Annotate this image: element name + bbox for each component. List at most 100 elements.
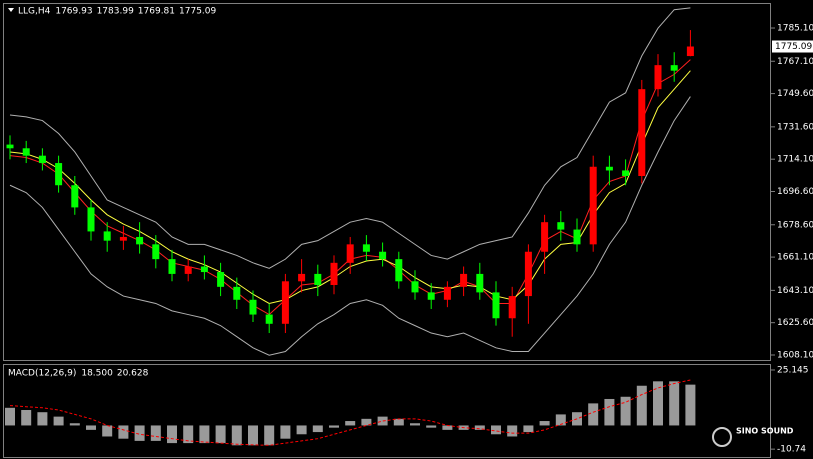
macd-bar (102, 425, 113, 437)
candle-body (87, 207, 95, 232)
macd-bar (53, 416, 64, 426)
y-tick-label: 1608.10 (777, 351, 813, 361)
macd-bar (377, 416, 388, 426)
candle-body (654, 65, 662, 90)
candle-body (427, 292, 435, 300)
header: LLG,H4 (18, 7, 51, 17)
symbol: LLG,H4 (18, 7, 51, 17)
candle-body (314, 273, 322, 285)
candle-body (217, 272, 225, 287)
y-tick-label: 1785.10 (777, 24, 813, 34)
macd-bar (491, 425, 501, 435)
candle-body (38, 155, 46, 164)
macd-bar (215, 425, 226, 444)
candle-body (541, 222, 549, 252)
y-tick-label: 1625.60 (777, 318, 813, 328)
macd-value: 18.500 (81, 369, 113, 379)
candle-body (379, 251, 387, 260)
candle-body (605, 166, 613, 171)
candle-body (557, 222, 565, 230)
macd-bar (507, 425, 518, 437)
macd-bar (37, 412, 48, 426)
header-value: 1769.81 (138, 7, 175, 17)
candle-body (55, 163, 63, 186)
candle-body (670, 65, 678, 71)
candle-body (168, 259, 176, 274)
candle-body (249, 299, 257, 315)
logo: SINO SOUND (712, 427, 794, 447)
macd-bar (199, 425, 210, 444)
header-value: 1783.99 (97, 7, 134, 17)
candle-body (119, 236, 127, 241)
macd-bar (296, 425, 307, 435)
y-tick-label: 1643.10 (777, 286, 813, 296)
candle-body (362, 244, 370, 252)
menu-arrow (8, 8, 14, 12)
macd-bar (69, 423, 80, 426)
candle-body (346, 244, 354, 263)
candle-body (152, 244, 160, 260)
candle-body (573, 229, 581, 245)
macd-bar (5, 407, 15, 426)
macd-bar (312, 425, 323, 433)
candle-body (443, 286, 451, 300)
y-tick-label: 1731.60 (777, 122, 813, 132)
macd-bar (264, 425, 275, 446)
candle-body (622, 170, 630, 176)
macd-bar (685, 384, 696, 426)
y-tick-label: 1696.60 (777, 187, 813, 197)
macd-title: MACD(12,26,9) (8, 369, 76, 379)
signal-line (9, 379, 691, 446)
macd-bar (539, 421, 550, 426)
candle-body (460, 273, 468, 287)
logo-icon (712, 427, 732, 447)
candle-body (6, 144, 14, 149)
header-value: 1775.09 (179, 7, 216, 17)
macd-bar (474, 425, 485, 430)
macd-frame (3, 364, 771, 458)
candle-body (281, 281, 289, 324)
candle-body (184, 266, 192, 274)
macd-bar (280, 425, 291, 439)
macd-bar (183, 425, 194, 444)
macd-bar (523, 425, 534, 433)
y-tick-label: 1678.60 (777, 220, 813, 230)
candle-body (524, 251, 532, 297)
candle-body (492, 292, 500, 319)
candle-body (233, 286, 241, 300)
macd-bar (393, 418, 404, 426)
y-tick-label: 1749.60 (777, 89, 813, 99)
candle-body (265, 314, 273, 324)
candle-body (71, 185, 79, 208)
macd-bar (588, 403, 599, 426)
candle-body (22, 148, 30, 156)
macd-bar (636, 385, 647, 426)
indicator-line (9, 96, 691, 356)
candle-body (508, 296, 516, 319)
macd-value: 20.628 (117, 369, 149, 379)
candle-body (589, 166, 597, 245)
candle-body (103, 231, 111, 241)
main-frame (3, 3, 771, 361)
macd-bar (329, 425, 339, 428)
y-tick-label: 1714.10 (777, 155, 813, 165)
macd-bar (426, 425, 437, 428)
macd-bar (604, 398, 615, 426)
macd-bar (134, 425, 145, 441)
watermark: SINO SOUND (736, 427, 794, 436)
macd-bar (361, 418, 372, 426)
macd-bar (669, 381, 680, 426)
candle-body (411, 281, 419, 293)
macd-bar (248, 425, 258, 446)
candle-body (136, 236, 144, 245)
macd-bar (410, 423, 420, 426)
candle-body (200, 266, 208, 273)
price-marker-box (772, 40, 813, 53)
macd-bar (345, 421, 356, 426)
price-marker: 1775.09 (775, 42, 812, 52)
candle-body (298, 273, 306, 282)
candle-body (638, 89, 646, 176)
macd-bar (653, 381, 663, 426)
